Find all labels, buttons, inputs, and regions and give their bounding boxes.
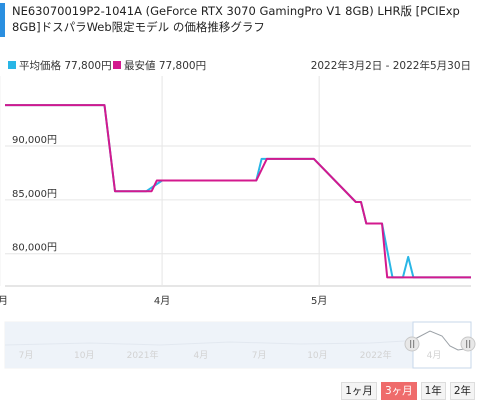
navigator-label: 2022年 <box>360 349 392 361</box>
y-tick-label: 80,000円 <box>12 243 57 254</box>
navigator-label: 2021年 <box>127 349 159 361</box>
navigator-handle-left[interactable] <box>404 336 420 352</box>
range-button-1-year[interactable]: 1年 <box>420 382 446 400</box>
handle-left-grip-1 <box>410 340 412 348</box>
series-line-avg[interactable] <box>5 104 471 279</box>
title-accent-bar <box>0 3 5 37</box>
chart-header: NE63070019P2-1041A (GeForce RTX 3070 Gam… <box>0 0 479 40</box>
legend-avg-label[interactable]: 平均価格 77,800円 <box>19 59 112 72</box>
navigator-label: 10月 <box>307 350 327 361</box>
y-tick-label: 85,000円 <box>12 189 57 200</box>
handle-right-grip-2 <box>469 340 471 348</box>
range-button-3-months[interactable]: 3ヶ月 <box>380 382 417 400</box>
date-range-label: 2022年3月2日 - 2022年5月30日 <box>311 59 471 72</box>
navigator-selection-line <box>412 330 472 351</box>
range-selector: 1ヶ月 3ヶ月 1年 2年 <box>341 382 475 400</box>
legend-min-label[interactable]: 最安値 77,800円 <box>124 59 206 72</box>
series-line-min[interactable] <box>5 104 471 279</box>
navigator-label: 4月 <box>427 350 442 361</box>
x-tick-label: 5月 <box>311 295 327 307</box>
x-axis-ticks: 3月 4月 5月 <box>0 295 327 307</box>
y-tick-label: 90,000円 <box>12 135 57 146</box>
range-navigator[interactable]: 7月 10月 2021年 4月 7月 10月 2022年 4月 <box>4 321 476 369</box>
x-tick-label: 3月 <box>0 295 8 307</box>
navigator-outside-mask <box>5 322 413 368</box>
page-title: NE63070019P2-1041A (GeForce RTX 3070 Gam… <box>12 4 460 34</box>
legend-min-swatch <box>113 61 121 69</box>
legend-avg-swatch <box>8 61 16 69</box>
grid-lines <box>0 76 471 287</box>
y-axis-ticks: 80,000円 85,000円 90,000円 <box>12 135 57 254</box>
navigator-label: 7月 <box>252 350 267 361</box>
handle-right-grip-1 <box>466 340 468 348</box>
navigator-overview-line <box>4 340 406 346</box>
range-button-2-years[interactable]: 2年 <box>449 382 475 400</box>
navigator-handle-right[interactable] <box>460 336 476 352</box>
x-tick-label: 4月 <box>154 295 170 307</box>
navigator-label: 7月 <box>19 350 34 361</box>
handle-left-grip-2 <box>413 340 415 348</box>
series-lines[interactable] <box>5 104 471 279</box>
navigator-label: 10月 <box>74 350 94 361</box>
range-button-1-month[interactable]: 1ヶ月 <box>341 382 377 400</box>
navigator-label: 4月 <box>193 350 208 361</box>
navigator-labels: 7月 10月 2021年 4月 7月 10月 2022年 4月 <box>19 349 442 361</box>
